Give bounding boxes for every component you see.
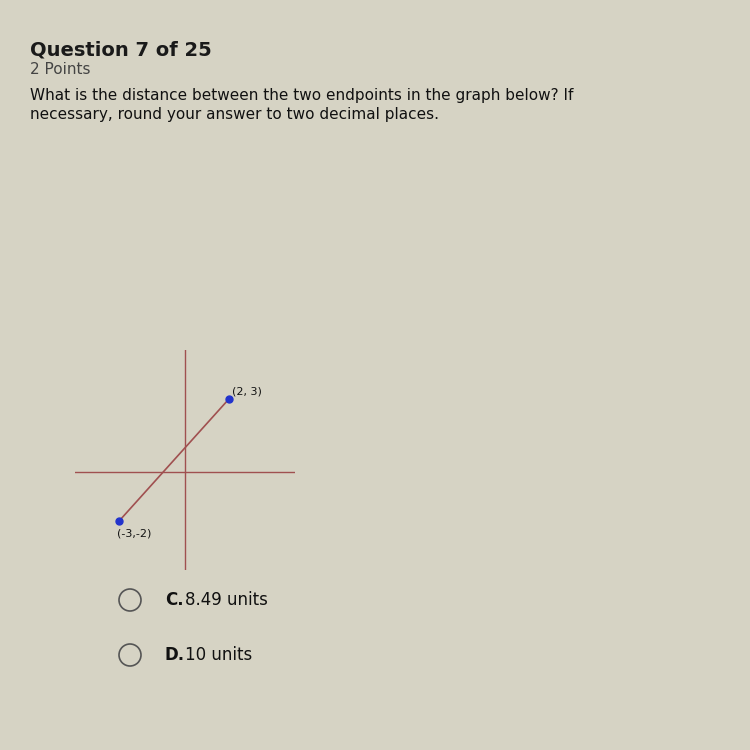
Text: A.: A. — [165, 481, 184, 499]
Text: 10 units: 10 units — [185, 646, 252, 664]
Text: (2, 3): (2, 3) — [232, 386, 262, 397]
Text: 2 Points: 2 Points — [30, 62, 91, 77]
Text: 8.49 units: 8.49 units — [185, 591, 268, 609]
Text: (-3,-2): (-3,-2) — [117, 529, 152, 538]
Text: What is the distance between the two endpoints in the graph below? If: What is the distance between the two end… — [30, 88, 573, 103]
Text: Question 7 of 25: Question 7 of 25 — [30, 40, 211, 59]
Text: B.: B. — [165, 536, 184, 554]
Text: C.: C. — [165, 591, 184, 609]
Text: necessary, round your answer to two decimal places.: necessary, round your answer to two deci… — [30, 107, 439, 122]
Text: D.: D. — [165, 646, 185, 664]
Text: 7.07 units: 7.07 units — [185, 481, 268, 499]
Text: 5 units: 5 units — [185, 536, 242, 554]
